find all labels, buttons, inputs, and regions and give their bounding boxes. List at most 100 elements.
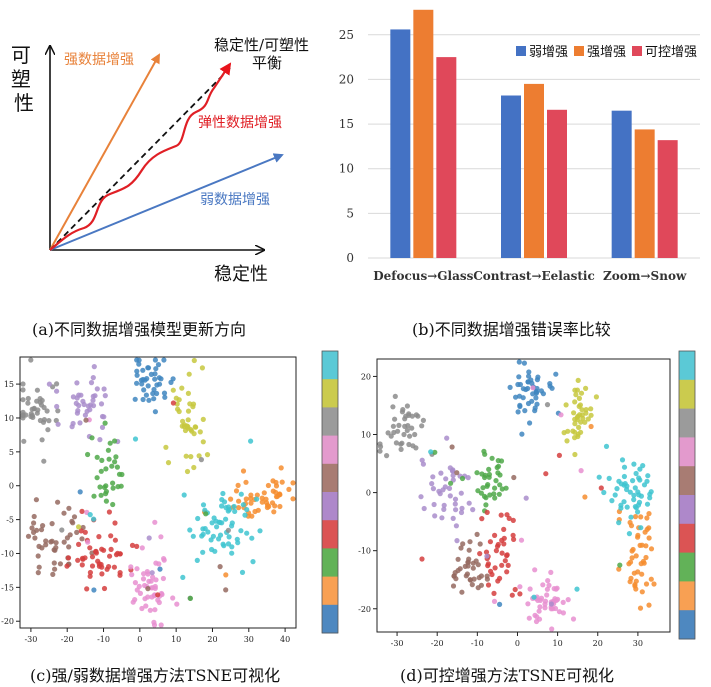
- y-tick-label: -5: [6, 516, 14, 525]
- scatter-point: [577, 402, 583, 408]
- scatter-point: [249, 535, 255, 541]
- scatter-point: [84, 586, 90, 592]
- scatter-point: [170, 595, 176, 601]
- scatter-point: [185, 417, 191, 423]
- scatter-point: [180, 574, 186, 580]
- scatter-point: [481, 493, 488, 499]
- scatter-point: [409, 413, 415, 419]
- scatter-point: [44, 408, 50, 414]
- scatter-point: [194, 557, 200, 563]
- scatter-point: [486, 471, 492, 478]
- scatter-point: [115, 484, 121, 490]
- scatter-point: [146, 397, 152, 403]
- scatter-point: [497, 575, 503, 581]
- x-tick-label: 10: [171, 635, 181, 644]
- scatter-point: [628, 514, 634, 520]
- scatter-point: [170, 376, 176, 382]
- scatter-point: [28, 357, 34, 363]
- scatter-point: [484, 553, 490, 559]
- scatter-point: [49, 521, 55, 527]
- scatter-point: [51, 547, 57, 553]
- colorbar-segment: [322, 351, 338, 380]
- scatter-point: [453, 523, 459, 529]
- scatter-point: [185, 390, 191, 396]
- scatter-point: [431, 501, 437, 508]
- scatter-point: [525, 385, 531, 392]
- scatter-point: [43, 542, 49, 548]
- scatter-point: [603, 443, 610, 449]
- scatter-point: [76, 541, 82, 547]
- y-tick-label: 5: [9, 448, 14, 457]
- scatter-point: [487, 539, 493, 545]
- scatter-point: [632, 514, 639, 520]
- scatter-point: [71, 514, 78, 520]
- scatter-point: [74, 380, 80, 386]
- y-tick-label: 15: [4, 380, 14, 389]
- scatter-point: [638, 525, 644, 531]
- weak-aug-arrow: [49, 153, 284, 251]
- scatter-point: [412, 431, 418, 438]
- scatter-point: [152, 607, 158, 613]
- scatter-point: [612, 492, 618, 498]
- scatter-point: [522, 408, 528, 414]
- scatter-point: [572, 421, 578, 427]
- scatter-point: [170, 400, 176, 406]
- scatter-point: [243, 496, 249, 502]
- scatter-point: [156, 561, 162, 567]
- scatter-point: [115, 550, 121, 556]
- scatter-point: [103, 498, 109, 504]
- scatter-point: [139, 605, 145, 612]
- scatter-point: [243, 479, 249, 485]
- scatter-point: [102, 420, 108, 426]
- scatter-point: [151, 386, 157, 393]
- scatter-point: [191, 464, 197, 471]
- scatter-point: [163, 444, 169, 450]
- x-tick-label: -30: [24, 635, 37, 644]
- scatter-point: [101, 585, 108, 592]
- scatter-point: [134, 543, 140, 549]
- scatter-point: [41, 458, 47, 464]
- scatter-point: [143, 603, 149, 609]
- scatter-point: [516, 374, 522, 380]
- ylabel-char-3: 性: [14, 91, 34, 115]
- scatter-point: [216, 519, 222, 525]
- scatter-point: [89, 435, 95, 441]
- scatter-point: [170, 387, 176, 393]
- scatter-point: [103, 466, 109, 472]
- scatter-point: [462, 563, 468, 569]
- scatter-point: [409, 425, 415, 431]
- scatter-point: [83, 417, 89, 423]
- caption-d: (d)可控增强方法TSNE可视化: [400, 666, 615, 685]
- panel-a-diagram: 可 塑 性 稳定性 强数据增强 弹性数据增强 弱数据增强 稳定性/可塑性 平衡: [11, 36, 309, 285]
- scatter-point: [229, 520, 235, 526]
- scatter-point: [484, 509, 490, 515]
- scatter-point: [140, 367, 146, 373]
- scatter-point: [33, 497, 40, 503]
- scatter-point: [467, 539, 473, 545]
- scatter-point: [388, 433, 394, 439]
- scatter-point: [91, 587, 97, 593]
- scatter-point: [225, 541, 232, 547]
- scatter-point: [632, 485, 638, 491]
- scatter-point: [517, 584, 523, 590]
- scatter-point: [635, 489, 641, 495]
- scatter-point: [626, 531, 632, 537]
- scatter-point: [184, 468, 191, 475]
- scatter-point: [265, 482, 271, 489]
- scatter-point: [35, 570, 41, 576]
- scatter-point: [573, 392, 579, 398]
- scatter-point: [182, 427, 189, 434]
- scatter-point: [542, 601, 548, 607]
- scatter-point: [499, 550, 505, 556]
- scatter-point: [513, 394, 519, 400]
- scatter-point: [66, 544, 72, 550]
- scatter-point: [475, 488, 481, 494]
- y-tick-label: 20: [339, 72, 354, 86]
- scatter-point: [101, 386, 107, 392]
- scatter-point: [70, 420, 76, 427]
- scatter-point: [179, 385, 185, 391]
- plot-frame: [376, 358, 671, 633]
- scatter-point: [152, 357, 158, 363]
- scatter-point: [144, 376, 150, 382]
- scatter-point: [79, 562, 85, 568]
